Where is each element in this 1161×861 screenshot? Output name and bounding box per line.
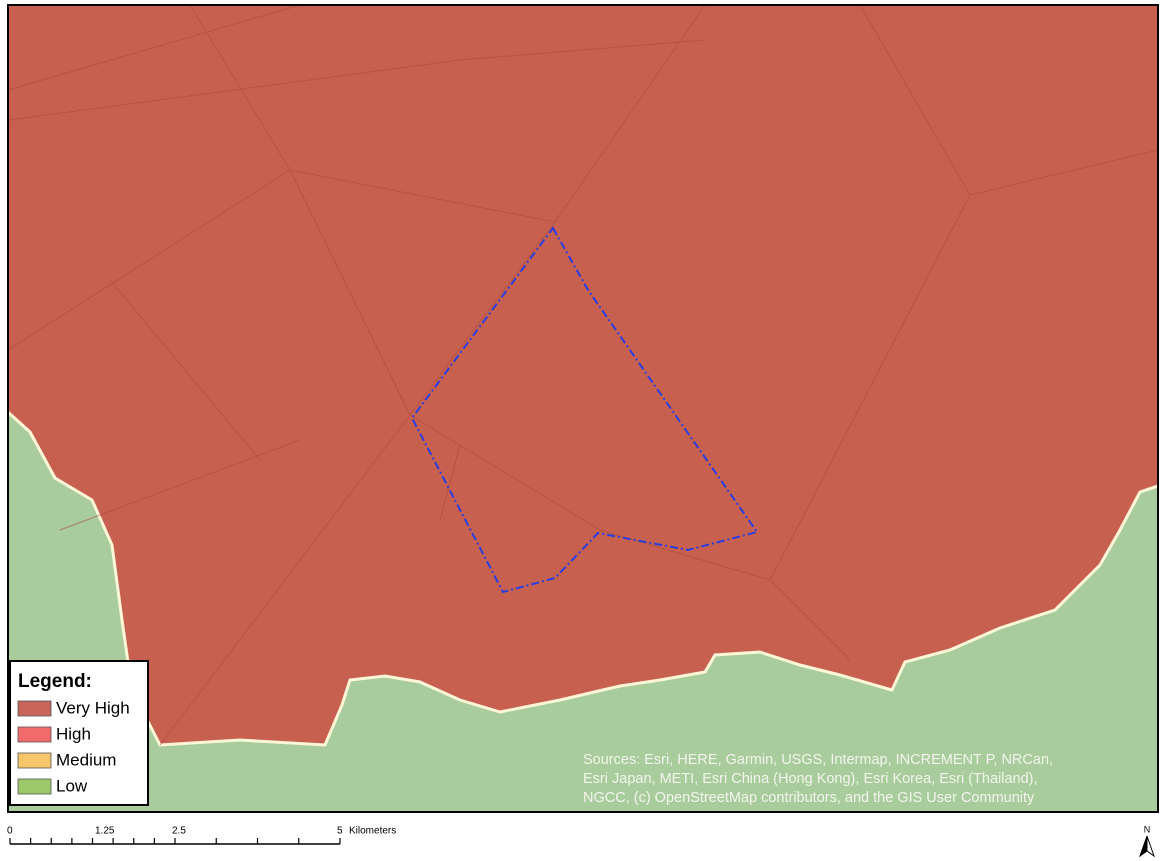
roads <box>8 5 1158 746</box>
legend-swatch <box>17 700 52 717</box>
scale-label: 5 <box>337 826 343 837</box>
legend-label: Very High <box>56 698 130 717</box>
legend-swatch <box>17 752 52 769</box>
sources: Sources: Esri, HERE, Garmin, USGS, Inter… <box>583 752 1053 806</box>
scale-label: 1.25 <box>95 826 115 837</box>
north-arrow: N <box>1139 824 1155 858</box>
legend-swatch <box>17 726 52 743</box>
map-frame <box>8 5 1158 812</box>
scale-label: 2.5 <box>172 826 186 837</box>
legend-swatch <box>17 778 52 795</box>
scale-label: 0 <box>7 826 13 837</box>
legend-label: High <box>56 724 91 743</box>
legend: Legend: Very High High Medium Low <box>9 660 149 806</box>
study-boundary <box>410 226 759 594</box>
north-label: N <box>1144 824 1151 834</box>
very-high-area <box>8 5 1158 747</box>
sources-line: Esri Japan, METI, Esri China (Hong Kong)… <box>583 771 1038 787</box>
scale-bar: 0 1.25 2.5 5 Kilometers <box>7 826 396 845</box>
scale-unit: Kilometers <box>349 826 396 837</box>
legend-label: Medium <box>56 750 116 769</box>
legend-title: Legend: <box>18 671 92 692</box>
legend-label: Low <box>56 776 88 795</box>
sources-line: Sources: Esri, HERE, Garmin, USGS, Inter… <box>583 752 1053 768</box>
frame-border <box>7 4 1159 813</box>
sources-line: NGCC, (c) OpenStreetMap contributors, an… <box>583 790 1035 806</box>
